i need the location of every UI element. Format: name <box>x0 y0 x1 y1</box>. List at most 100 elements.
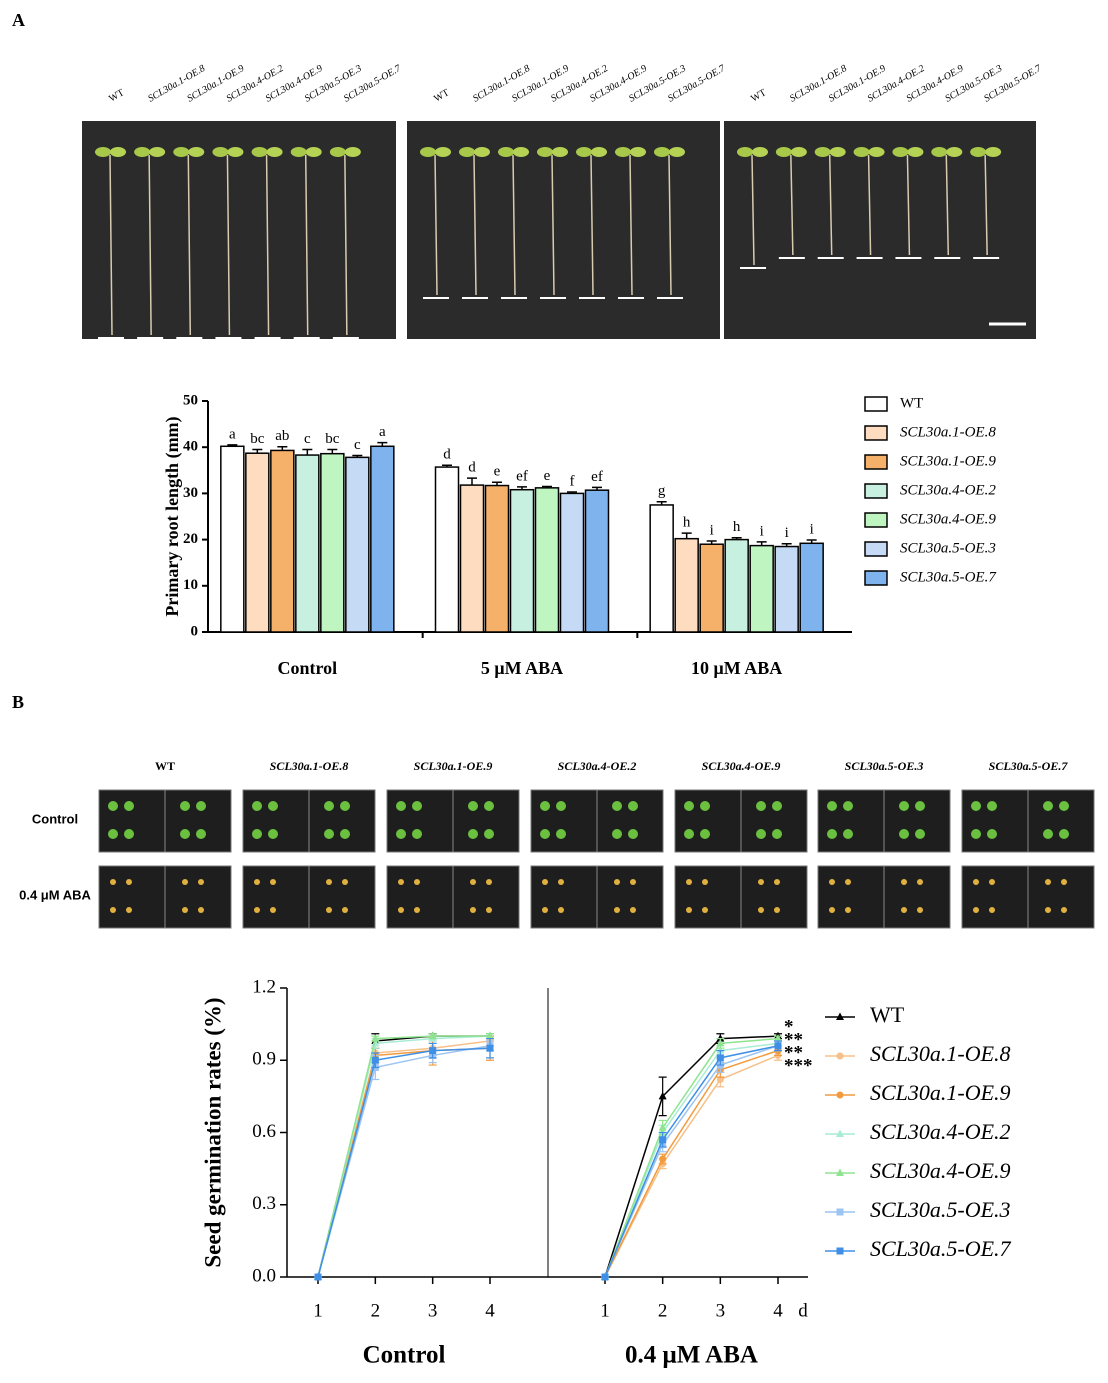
seedling <box>126 907 132 913</box>
root <box>304 154 309 336</box>
x-tick-label: 1 <box>600 1300 610 1321</box>
seedling <box>1059 829 1069 839</box>
root <box>945 154 950 256</box>
error-bar <box>377 441 388 447</box>
x-tick-label: 4 <box>485 1300 495 1321</box>
legend-marker <box>836 1052 844 1060</box>
seedling <box>758 879 764 885</box>
marker <box>774 1042 782 1050</box>
seedling <box>1061 907 1067 913</box>
seedling <box>556 801 566 811</box>
root <box>187 154 192 336</box>
panel-title: 0.4 μM ABA <box>625 1342 758 1369</box>
root <box>473 154 477 296</box>
seedling <box>628 801 638 811</box>
seedling <box>558 879 564 885</box>
leaf <box>173 147 190 157</box>
leaf <box>970 147 987 157</box>
seedling <box>340 801 350 811</box>
seedling <box>414 907 420 913</box>
photo-panel <box>82 121 396 339</box>
seedling <box>180 801 190 811</box>
column-label: WT <box>155 759 175 773</box>
y-tick-label: 0.0 <box>252 1265 276 1286</box>
leaf <box>474 147 490 157</box>
leaf <box>892 147 909 157</box>
legend-label: SCL30a.1-OE.9 <box>870 1080 1011 1105</box>
legend-label: SCL30a.4-OE.2 <box>870 1119 1011 1144</box>
seedling <box>326 907 332 913</box>
leaf <box>985 147 1002 157</box>
x-tick-label: 3 <box>716 1300 726 1321</box>
seedling <box>700 801 710 811</box>
legend-label: SCL30a.4-OE.9 <box>900 511 996 527</box>
leaf <box>227 147 244 157</box>
error-bar <box>806 539 817 544</box>
leaf <box>329 147 346 157</box>
root <box>867 154 872 256</box>
seedling <box>612 801 622 811</box>
seedling <box>252 829 262 839</box>
y-tick-label: 40 <box>183 439 198 455</box>
root <box>906 154 911 256</box>
seedling <box>843 829 853 839</box>
seedling <box>324 829 334 839</box>
error-bar <box>681 532 692 539</box>
seedling <box>182 879 188 885</box>
legend-label: SCL30a.5-OE.3 <box>900 540 996 556</box>
seedling <box>772 801 782 811</box>
seedling <box>987 801 997 811</box>
significance-letter: i <box>760 523 764 539</box>
x-tick-label: 1 <box>313 1300 323 1321</box>
error-bar <box>706 540 717 545</box>
legend-swatch <box>864 570 888 586</box>
seedling <box>196 801 206 811</box>
legend-marker <box>836 1247 844 1255</box>
leaf <box>946 147 963 157</box>
seedling <box>829 907 835 913</box>
seedling <box>558 907 564 913</box>
leaf <box>775 147 792 157</box>
leaf <box>305 147 322 157</box>
genotype-label: WT <box>749 87 768 104</box>
seedling <box>484 801 494 811</box>
bar <box>220 445 245 633</box>
seedling <box>756 801 766 811</box>
seedling <box>396 829 406 839</box>
seedling <box>1043 829 1053 839</box>
legend-marker <box>836 1208 844 1216</box>
bar <box>245 452 270 633</box>
significance-mark: *** <box>784 1055 813 1076</box>
bar <box>459 484 485 633</box>
seedling <box>124 829 134 839</box>
significance-letter: d <box>443 447 451 463</box>
significance-letter: c <box>304 431 311 447</box>
series-line <box>604 1045 779 1278</box>
significance-letter: ab <box>275 428 289 444</box>
seedling <box>468 829 478 839</box>
seedling <box>126 879 132 885</box>
seedling <box>917 879 923 885</box>
column-label: SCL30a.4-OE.2 <box>558 759 637 773</box>
legend-label: SCL30a.4-OE.2 <box>900 482 996 498</box>
x-tick-label: 4 <box>773 1300 783 1321</box>
marker <box>428 1031 437 1040</box>
marker <box>659 1136 667 1144</box>
bar <box>674 537 699 633</box>
bar <box>345 456 370 633</box>
seedling <box>917 907 923 913</box>
seedling <box>686 879 692 885</box>
bar <box>320 452 345 633</box>
legend-label: SCL30a.5-OE.7 <box>900 569 997 585</box>
bar <box>774 545 799 633</box>
error-bar <box>302 448 313 456</box>
bar <box>699 543 724 633</box>
root <box>265 154 270 336</box>
legend-label: SCL30a.1-OE.8 <box>870 1041 1011 1066</box>
seedling <box>486 907 492 913</box>
seedling <box>774 879 780 885</box>
leaf <box>752 147 768 157</box>
leaf <box>212 147 229 157</box>
y-tick-label: 0.6 <box>252 1121 276 1142</box>
